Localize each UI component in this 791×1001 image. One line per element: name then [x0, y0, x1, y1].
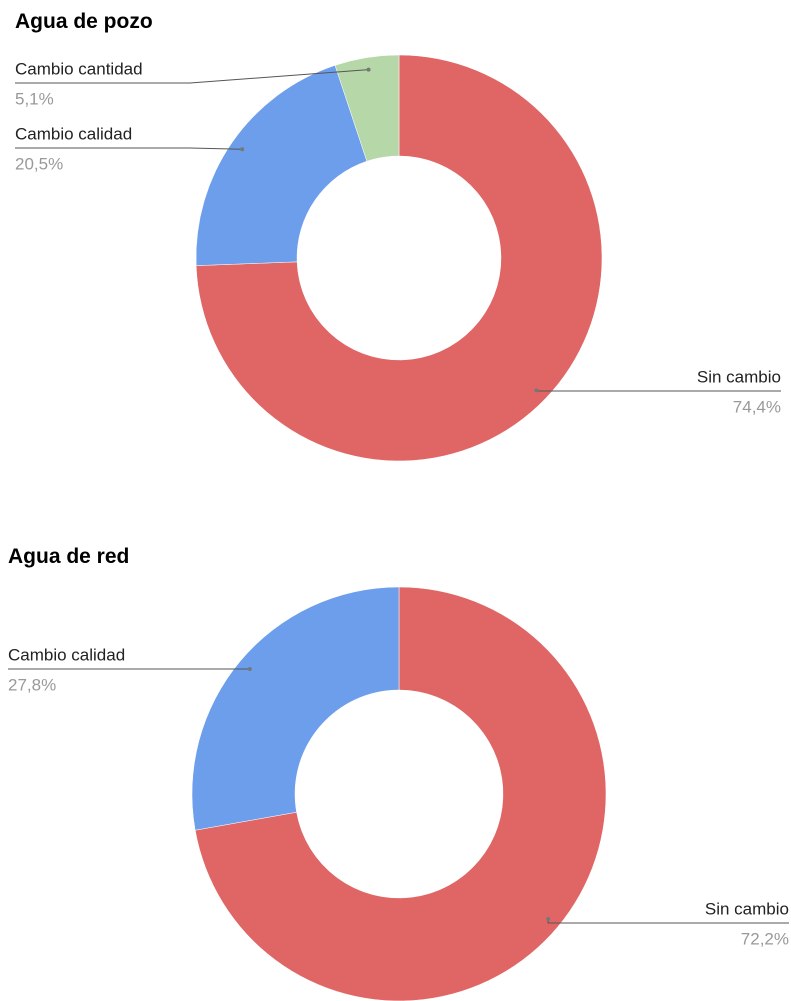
leader-dot — [247, 667, 252, 672]
slice-label: Cambio cantidad — [15, 59, 143, 78]
donut-slice — [194, 586, 607, 1001]
donut-slice — [334, 54, 400, 162]
slice-value: 20,5% — [15, 154, 63, 173]
leader-dot — [534, 388, 539, 393]
slice-label: Cambio calidad — [8, 645, 125, 664]
donut-slice — [191, 586, 400, 831]
leader-line — [535, 390, 781, 392]
slice-label: Sin cambio — [705, 899, 789, 918]
donut-slice — [195, 65, 368, 266]
leader-line — [547, 918, 789, 924]
slice-value: 72,2% — [741, 929, 789, 948]
slice-value: 74,4% — [733, 397, 781, 416]
leader-dot — [240, 147, 245, 152]
slice-label: Sin cambio — [697, 367, 781, 386]
donut-slice — [195, 54, 603, 462]
leader-line — [15, 147, 243, 150]
leader-line — [15, 69, 369, 84]
slice-value: 27,8% — [8, 675, 56, 694]
chart-title: Agua de red — [8, 545, 129, 568]
chart-title: Agua de pozo — [15, 10, 153, 33]
slice-label: Cambio calidad — [15, 124, 132, 143]
leader-dot — [366, 67, 371, 72]
leader-dot — [546, 916, 551, 921]
slice-value: 5,1% — [15, 89, 54, 108]
